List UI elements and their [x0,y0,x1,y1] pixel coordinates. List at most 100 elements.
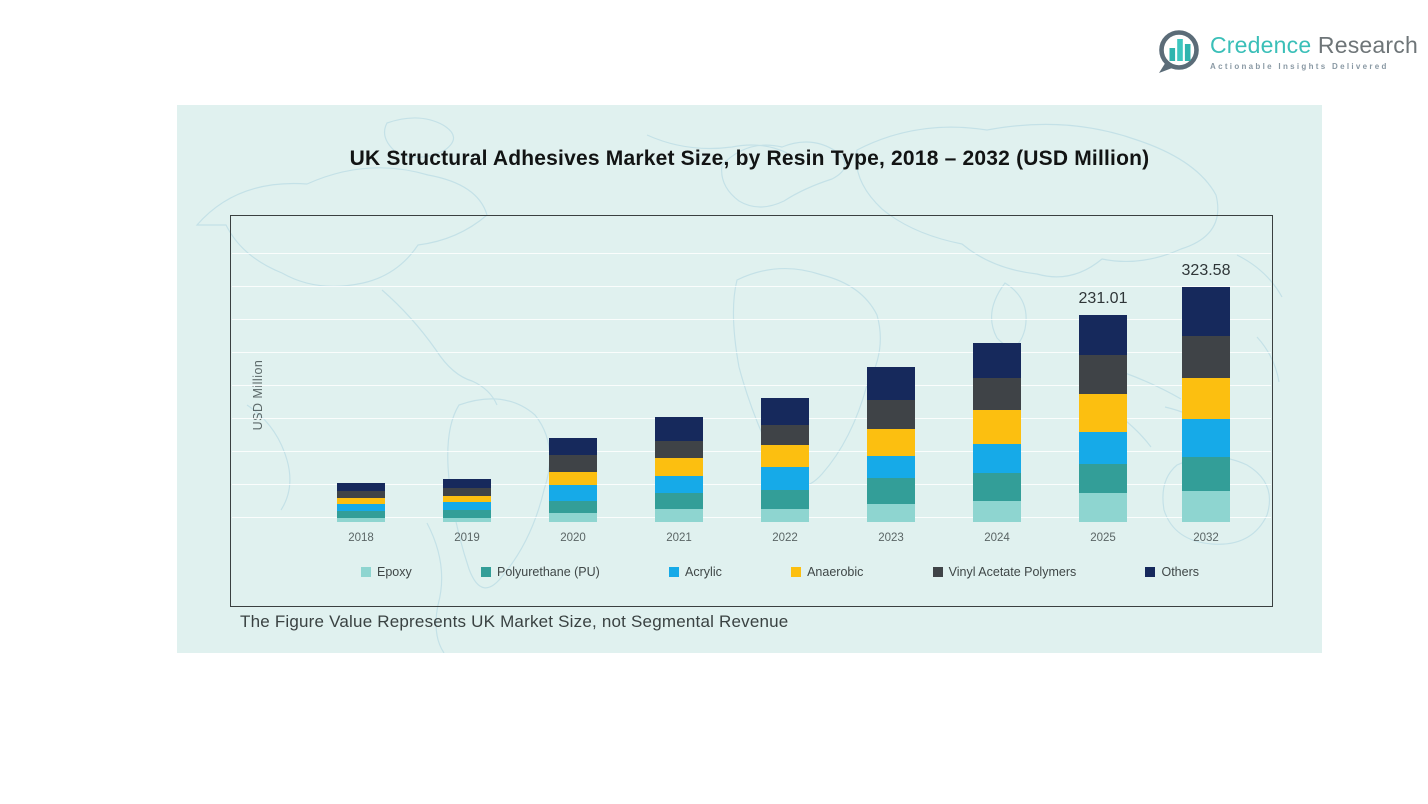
bar-chart-bubble-icon [1159,30,1199,73]
gridline [232,286,1271,287]
y-axis-label: USD Million [251,359,265,431]
stacked-bar-2020 [549,216,597,522]
legend-item-vinyl-acetate-polymers: Vinyl Acetate Polymers [932,565,1077,579]
legend-label: Polyurethane (PU) [496,565,600,579]
segment-anaerobic [867,429,915,457]
gridline [232,253,1271,254]
legend-swatch-icon [791,567,802,577]
legend-label: Epoxy [377,565,412,579]
gridline [232,352,1271,353]
logo-tagline: Actionable Insights Delivered [1210,62,1389,71]
gridline [232,418,1271,419]
legend-item-epoxy: Epoxy [361,565,412,579]
legend-label: Anaerobic [807,565,864,579]
gridline [232,319,1271,320]
segment-anaerobic [337,498,385,505]
legend-label: Others [1161,565,1199,579]
chart-plot-area: USD Million Epoxy Polyurethane (PU) Acryli… [230,215,1273,607]
gridline [232,451,1271,452]
segment-others [337,482,385,492]
segment-epoxy [443,517,491,522]
segment-others [1182,287,1230,336]
legend-item-acrylic: Acrylic [669,565,722,579]
segment-polyurethane-pu [973,472,1021,501]
data-label-2025: 231.01 [1078,290,1128,308]
segment-acrylic [761,466,809,491]
segment-acrylic [973,443,1021,473]
stacked-bar-2032: 323.58 [1182,216,1230,522]
stacked-bar-2022 [761,216,809,522]
segment-polyurethane-pu [1182,456,1230,492]
legend-swatch-icon [480,567,491,577]
segment-vinyl-acetate-polymers [443,487,491,497]
logo-brand-text: Credence Research [1210,32,1418,59]
segment-acrylic [867,456,915,479]
legend-item-polyurethane-pu: Polyurethane (PU) [480,565,600,579]
x-tick-2032: 2032 [1193,532,1219,544]
segment-anaerobic [1182,378,1230,419]
segment-polyurethane-pu [655,492,703,510]
segment-polyurethane-pu [443,510,491,518]
gridline [232,484,1271,485]
segment-anaerobic [655,457,703,476]
legend-item-others: Others [1145,565,1199,579]
segment-anaerobic [549,471,597,485]
credence-research-logo: Credence Research Actionable Insights De… [1156,28,1418,78]
segment-epoxy [1182,491,1230,522]
legend-swatch-icon [932,567,943,577]
stacked-bar-2025: 231.01 [1079,216,1127,522]
segment-others [761,397,809,426]
segment-polyurethane-pu [761,490,809,509]
segment-polyurethane-pu [549,500,597,514]
segment-anaerobic [761,445,809,467]
segment-acrylic [337,504,385,512]
segment-vinyl-acetate-polymers [1182,335,1230,379]
figure-panel: UK Structural Adhesives Market Size, by … [177,105,1322,653]
chart-legend: Epoxy Polyurethane (PU) Acrylic Anaerobic Vi… [361,565,1199,579]
segment-vinyl-acetate-polymers [973,378,1021,411]
logo-brand-primary: Credence [1210,32,1312,58]
logo-brand-secondary: Research [1311,32,1418,58]
x-tick-2022: 2022 [772,532,798,544]
segment-epoxy [867,504,915,522]
segment-epoxy [655,509,703,522]
segment-others [443,478,491,488]
segment-epoxy [337,518,385,522]
stacked-bar-2023 [867,216,915,522]
x-tick-2023: 2023 [878,532,904,544]
segment-epoxy [549,513,597,522]
legend-label: Vinyl Acetate Polymers [948,565,1077,579]
segment-acrylic [655,475,703,493]
data-label-2032: 323.58 [1181,262,1231,280]
stacked-bar-2021 [655,216,703,522]
segment-acrylic [549,484,597,501]
segment-anaerobic [973,410,1021,444]
legend-swatch-icon [669,567,680,577]
segment-epoxy [973,500,1021,522]
segment-acrylic [443,502,491,511]
segment-others [867,366,915,401]
segment-others [655,417,703,441]
x-tick-2018: 2018 [348,532,374,544]
segment-vinyl-acetate-polymers [761,425,809,446]
segment-others [973,342,1021,379]
segment-vinyl-acetate-polymers [549,454,597,472]
gridline [232,517,1271,518]
segment-epoxy [761,508,809,522]
stacked-bar-2018 [337,216,385,522]
segment-vinyl-acetate-polymers [867,400,915,430]
segment-acrylic [1182,418,1230,457]
segment-polyurethane-pu [1079,463,1127,493]
segment-polyurethane-pu [337,511,385,519]
segment-acrylic [1079,431,1127,464]
stacked-bar-2024 [973,216,1021,522]
segment-others [549,437,597,455]
chart-title: UK Structural Adhesives Market Size, by … [349,147,1150,170]
stacked-bar-2019 [443,216,491,522]
legend-swatch-icon [1145,567,1156,577]
segment-vinyl-acetate-polymers [337,491,385,499]
legend-label: Acrylic [685,565,722,579]
segment-vinyl-acetate-polymers [655,440,703,458]
x-tick-2019: 2019 [454,532,480,544]
segment-epoxy [1079,492,1127,522]
